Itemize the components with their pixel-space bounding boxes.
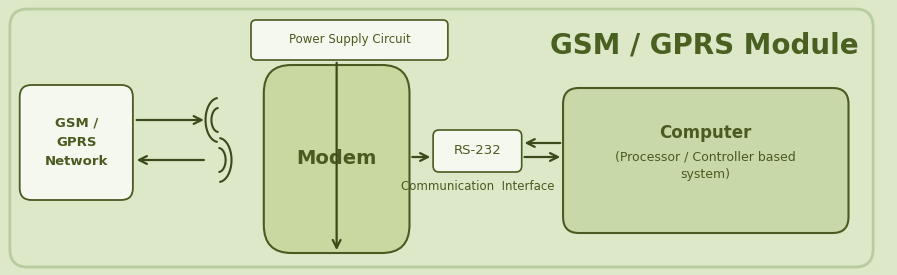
FancyBboxPatch shape (20, 85, 133, 200)
FancyBboxPatch shape (251, 20, 448, 60)
FancyBboxPatch shape (563, 88, 849, 233)
Text: Power Supply Circuit: Power Supply Circuit (289, 34, 410, 46)
FancyBboxPatch shape (10, 9, 873, 267)
Text: GSM / GPRS Module: GSM / GPRS Module (551, 31, 859, 59)
Text: RS-232: RS-232 (454, 144, 501, 158)
FancyBboxPatch shape (433, 130, 522, 172)
Text: Modem: Modem (297, 150, 377, 169)
Text: Computer: Computer (659, 123, 752, 142)
FancyBboxPatch shape (264, 65, 410, 253)
Text: GSM /
GPRS
Network: GSM / GPRS Network (45, 117, 108, 168)
Text: (Processor / Controller based
system): (Processor / Controller based system) (615, 150, 797, 181)
Text: Communication  Interface: Communication Interface (401, 180, 554, 192)
